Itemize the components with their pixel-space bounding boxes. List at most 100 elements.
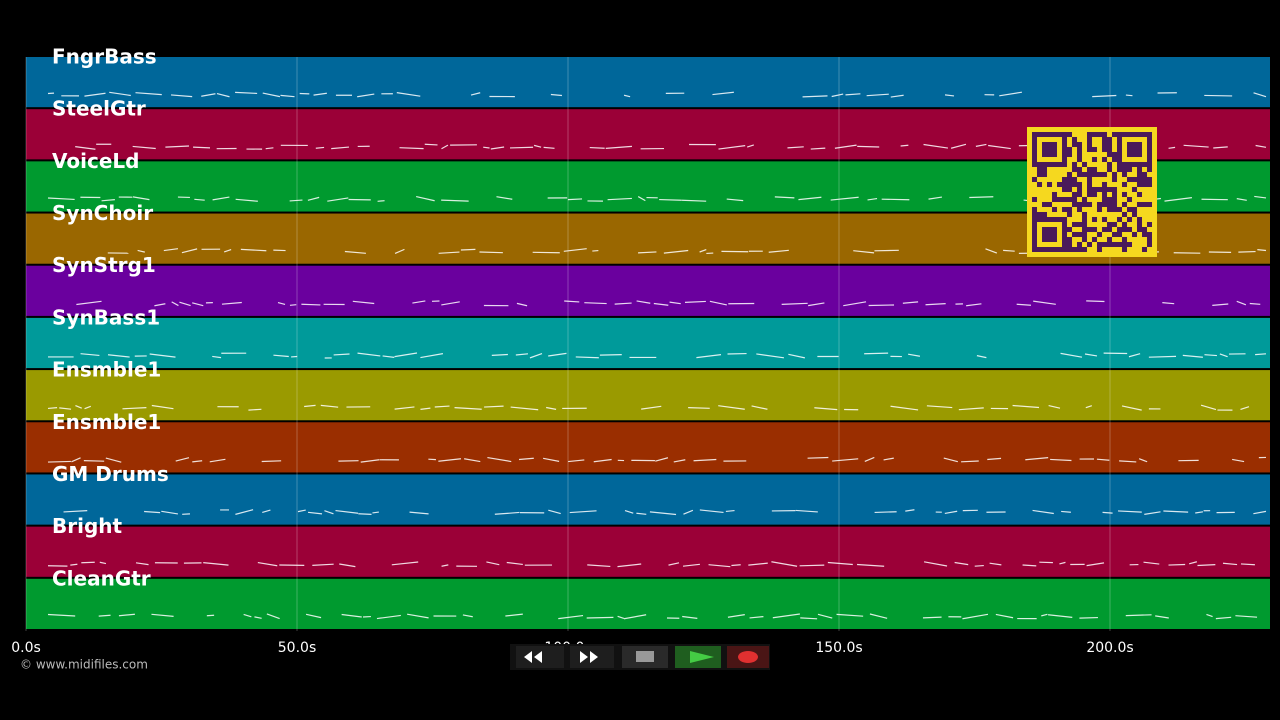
note [659,198,682,201]
note [171,301,179,307]
stop-button[interactable] [622,646,668,668]
qr-cell [1052,192,1057,197]
qr-cell [1102,197,1107,202]
note [301,303,321,306]
note [357,93,375,98]
qr-cell [1072,192,1077,197]
qr-cell [1132,187,1137,192]
track-name: SteelGtr [52,97,146,121]
note [193,146,211,149]
note [543,146,555,149]
note [1155,615,1169,619]
note [1060,352,1083,358]
note [999,91,1023,97]
qr-cell [1067,182,1072,187]
note [682,563,700,567]
note [623,94,631,98]
forward-button[interactable] [570,646,614,668]
note [944,94,955,97]
note [1125,614,1152,617]
qr-cell [1077,202,1082,207]
record-button[interactable] [727,646,769,668]
qr-cell [1077,172,1082,177]
note [923,143,949,149]
note [1163,510,1189,513]
note [490,146,505,150]
note [1032,509,1054,515]
note [749,616,764,619]
qr-cell [1127,167,1132,172]
qr-cell [1062,187,1067,192]
qr-cell [1137,202,1142,207]
note [529,352,543,359]
qr-cell [1087,242,1092,247]
note [1121,405,1142,411]
qr-cell [1077,187,1082,192]
note [1012,404,1040,409]
note [47,197,75,201]
qr-cell [1092,192,1097,197]
rewind-button[interactable] [516,646,564,668]
note [262,509,271,513]
note [684,300,706,303]
note [798,196,822,201]
qr-cell [1147,167,1152,172]
note [312,563,334,566]
qr-cell [1042,212,1047,217]
note [304,404,316,408]
note [836,613,864,617]
note [360,459,380,463]
note [149,353,176,358]
qr-cell [1137,167,1142,172]
play-button[interactable] [675,646,721,668]
note [80,353,100,357]
qr-cell [1072,137,1077,142]
note [1033,300,1056,305]
note [751,405,768,410]
note [1183,144,1209,148]
note [70,563,78,566]
qr-cell [1097,247,1102,252]
time-tick-label: 150.0s [815,640,862,656]
note [1235,615,1258,618]
note [1061,510,1071,513]
note [109,91,131,97]
qr-cell [1102,227,1107,232]
qr-cell [1067,212,1072,217]
note [83,460,105,462]
note [409,511,429,515]
note [558,614,584,620]
track-lane [26,474,1270,525]
qr-cell [1117,232,1122,237]
note [985,248,998,254]
note [725,509,735,513]
note [746,144,755,148]
note [307,196,320,201]
note [248,408,262,411]
qr-cell [1132,212,1137,217]
note [575,356,599,359]
note [391,561,419,566]
note [663,249,689,254]
qr-cell [1067,132,1072,137]
track-name: SynChoir [52,201,153,225]
note [1257,249,1267,252]
note [424,143,438,146]
note [1232,458,1245,463]
qr-cell [1067,227,1072,232]
qr-finder-dot [1127,142,1142,157]
note [438,251,460,254]
note [853,250,875,254]
note [344,250,366,254]
note [394,406,415,410]
note [693,458,717,462]
note [954,561,969,566]
qr-cell [1107,207,1112,212]
note [515,353,529,356]
qr-cell [1137,222,1142,227]
note [339,563,356,568]
qr-cell [1077,207,1082,212]
note [1148,355,1177,358]
note [584,302,607,305]
